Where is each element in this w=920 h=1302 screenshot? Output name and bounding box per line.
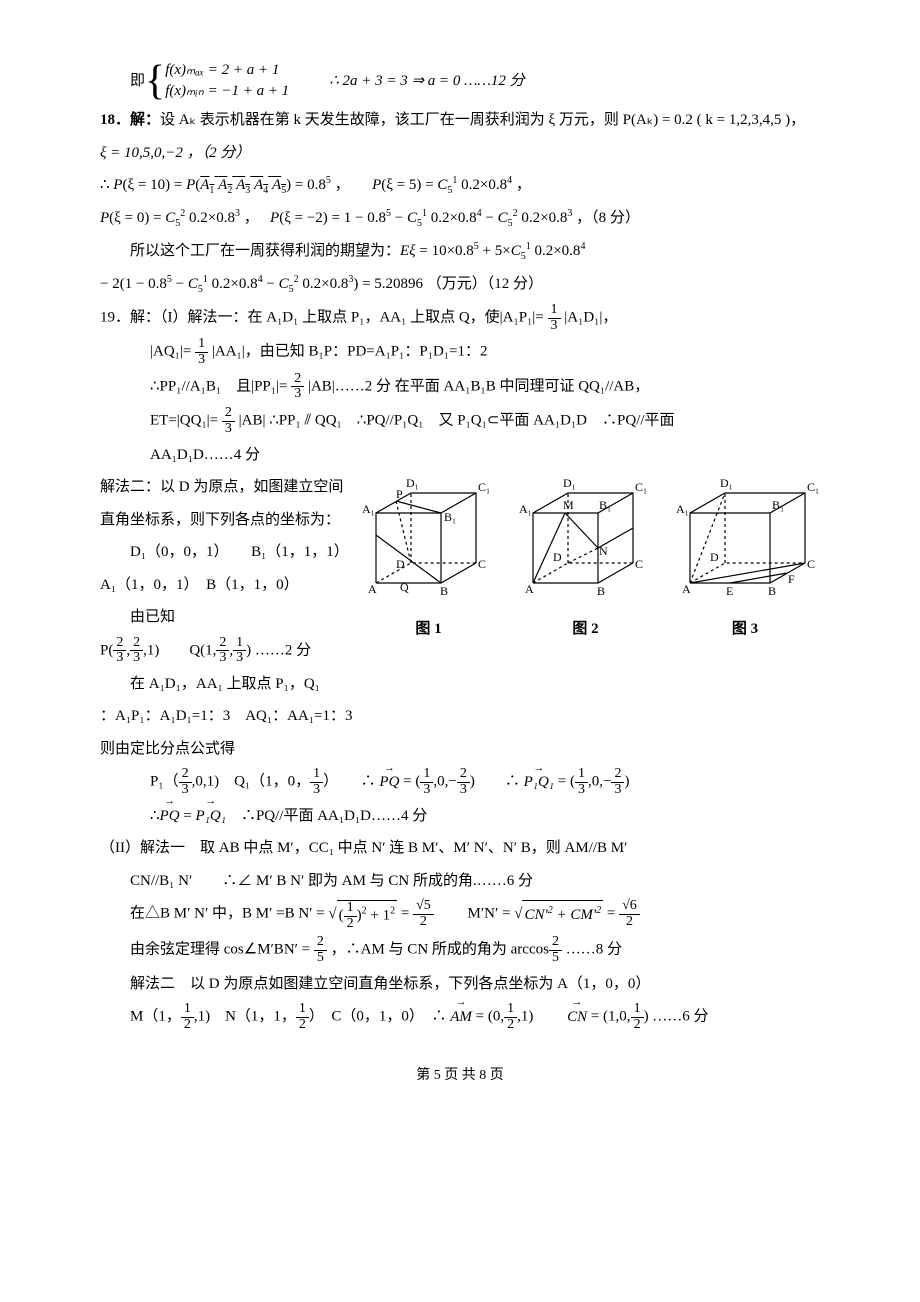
svg-text:C: C: [635, 557, 643, 571]
svg-text:B₁: B₁: [772, 498, 784, 512]
brace: {: [145, 60, 165, 102]
q19-m7: 在 A₁D₁，AA₁ 上取点 P₁，Q₁: [100, 670, 356, 699]
figure-1: D₁ C₁ A₁ B₁ P D C A B Q 图 1: [356, 473, 501, 644]
svg-text:C₁: C₁: [635, 480, 647, 494]
svg-text:A: A: [368, 582, 377, 596]
q18-l6: − 2(1 − 0.85 − C51 0.2×0.84 − C52 0.2×0.…: [100, 270, 820, 299]
q19-l5: AA₁D₁D……4 分: [100, 441, 820, 470]
q18-l4: P(ξ = 0) = C52 0.2×0.83 ， P(ξ = −2) = 1 …: [100, 204, 820, 233]
q18-l2: ξ = 10,5,0,−2 ，（2 分）: [100, 139, 820, 168]
page-footer: 第 5 页 共 8 页: [100, 1063, 820, 1090]
svg-text:B₁: B₁: [444, 510, 456, 524]
svg-text:D₁: D₁: [406, 476, 419, 490]
q17-tail: ∴ 2a + 3 = 3 ⇒ a = 0 ……12 分: [329, 67, 524, 96]
q19-l2: |AQ₁|= 13 |AA₁|，由已知 B₁P：PD=A₁P₁：P₁D₁=1：2: [100, 337, 820, 367]
svg-text:A: A: [525, 582, 534, 596]
q19-m11: ∴PQ = P₁Q₁ ∴PQ//平面 AA₁D₁D……4 分: [100, 802, 820, 831]
figure-3: D₁ C₁ A₁ B₁ D C A B E F 图 3: [670, 473, 820, 644]
q19-m3: D₁（0，0，1） B₁（1，1，1）: [100, 538, 356, 567]
q19-l1: 19．解：（I）解法一：在 A₁D₁ 上取点 P₁，AA₁ 上取点 Q，使|A₁…: [100, 303, 820, 333]
svg-text:A: A: [682, 582, 691, 596]
svg-text:C₁: C₁: [807, 480, 819, 494]
svg-text:E: E: [726, 584, 733, 598]
svg-text:C: C: [807, 557, 815, 571]
q19-m2: 直角坐标系，则下列各点的坐标为：: [100, 506, 356, 535]
svg-text:B: B: [768, 584, 776, 598]
svg-text:D: D: [396, 557, 405, 571]
q19-m1: 解法二：以 D 为原点，如图建立空间: [100, 473, 356, 502]
svg-text:B: B: [440, 584, 448, 598]
q19-method2-row: 解法二：以 D 为原点，如图建立空间 直角坐标系，则下列各点的坐标为： D₁（0…: [100, 473, 820, 767]
q18-l3: ∴ P(ξ = 10) = P(A1 A2 A3 A4 A5) = 0.85 ，…: [100, 171, 820, 200]
svg-text:D₁: D₁: [563, 476, 576, 490]
q19-m9: 则由定比分点公式得: [100, 735, 356, 764]
q19-m6: P(23,23,1) Q(1,23,13) ……2 分: [100, 636, 356, 666]
q17-prefix: 即: [130, 67, 145, 96]
q19-m8: ：A₁P₁：A₁D₁=1：3 AQ₁：AA₁=1：3: [100, 702, 356, 731]
brace-bot: f(x)ₘᵢₙ = −1 + a + 1: [165, 81, 289, 102]
q19-l4: ET=|QQ₁|= 23 |AB| ∴PP₁ ⫽ QQ₁ ∴PQ//P₁Q₁ 又…: [100, 406, 820, 436]
svg-text:M: M: [563, 498, 574, 512]
q19-head-tail: |A₁D₁|，: [564, 310, 617, 326]
q18-l5: 所以这个工厂在一周获得利润的期望为：Eξ = 10×0.85 + 5×C51 0…: [100, 237, 820, 266]
svg-text:A₁: A₁: [676, 502, 689, 516]
svg-text:F: F: [788, 572, 795, 586]
q19-head: 19．解：（I）解法一：在 A₁D₁ 上取点 P₁，AA₁ 上取点 Q，使|A₁…: [100, 310, 544, 326]
figures: D₁ C₁ A₁ B₁ P D C A B Q 图 1: [356, 473, 820, 644]
svg-text:A₁: A₁: [519, 502, 532, 516]
svg-text:Q: Q: [400, 580, 409, 594]
figure-2: D₁ C₁ A₁ B₁ M D C A B N 图 2: [513, 473, 658, 644]
svg-text:D: D: [553, 550, 562, 564]
q19-II-l6: M（1，12,1) N（1，1，12） C（0，1，0） ∴ AM = (0,1…: [100, 1002, 820, 1032]
frac-1-3: 13: [548, 303, 561, 333]
svg-text:C₁: C₁: [478, 480, 490, 494]
svg-text:A₁: A₁: [362, 502, 375, 516]
svg-text:C: C: [478, 557, 486, 571]
q19-II-l2: CN//B₁ N′ ∴∠ M′ B N′ 即为 AM 与 CN 所成的角.……6…: [100, 867, 820, 896]
svg-text:B: B: [597, 584, 605, 598]
q18-l1: 设 Aₖ 表示机器在第 k 天发生故障，该工厂在一周获利润为 ξ 万元，则 P(…: [160, 112, 805, 128]
brace-content: f(x)ₘₐₓ = 2 + a + 1 f(x)ₘᵢₙ = −1 + a + 1: [165, 60, 289, 102]
svg-text:D: D: [710, 550, 719, 564]
fig2-label: 图 2: [513, 615, 658, 644]
q19-m5: 由已知: [100, 603, 356, 632]
svg-text:P: P: [396, 487, 403, 501]
q18-head: 18．解：: [100, 112, 160, 128]
fig3-label: 图 3: [670, 615, 820, 644]
fig1-label: 图 1: [356, 615, 501, 644]
svg-text:N: N: [599, 544, 608, 558]
q19-l3: ∴PP₁//A₁B₁ 且|PP₁|= 23 |AB|……2 分 在平面 AA₁B…: [100, 372, 820, 402]
q19-II-l3: 在△B M′ N′ 中，B M′ =B N′ = √(12)2 + 12 = √…: [100, 899, 820, 931]
q19-m4: A₁（1，0，1） B（1，1，0）: [100, 571, 356, 600]
svg-text:D₁: D₁: [720, 476, 733, 490]
q17-line: 即 { f(x)ₘₐₓ = 2 + a + 1 f(x)ₘᵢₙ = −1 + a…: [100, 60, 820, 102]
brace-top: f(x)ₘₐₓ = 2 + a + 1: [165, 60, 289, 81]
svg-text:B₁: B₁: [599, 498, 611, 512]
q19-II-l4: 由余弦定理得 cos∠M′BN′ = 25 ，∴AM 与 CN 所成的角为 ar…: [100, 935, 820, 965]
q19-II-l1: （II）解法一 取 AB 中点 M′，CC₁ 中点 N′ 连 B M′、M′ N…: [100, 834, 820, 863]
q18: 18．解：设 Aₖ 表示机器在第 k 天发生故障，该工厂在一周获利润为 ξ 万元…: [100, 106, 820, 135]
